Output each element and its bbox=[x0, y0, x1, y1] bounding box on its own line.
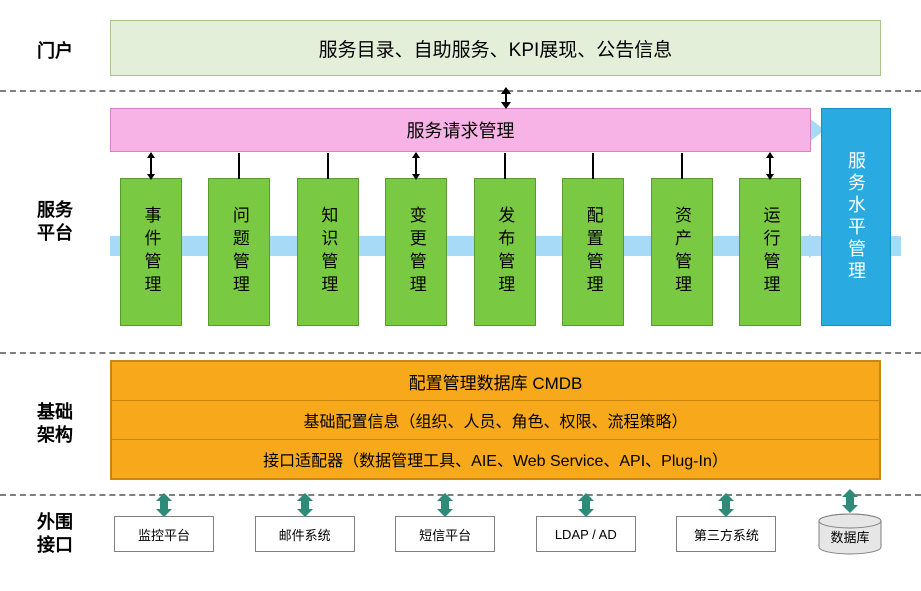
portal-box: 服务目录、自助服务、KPI展现、公告信息 bbox=[110, 20, 881, 76]
external-box-label: 监控平台 bbox=[138, 525, 190, 544]
double-arrow-icon bbox=[769, 153, 771, 179]
connector-line-icon bbox=[681, 153, 683, 179]
external-box-label: 数据库 bbox=[830, 527, 869, 546]
infrastructure-content: 配置管理数据库 CMDB基础配置信息（组织、人员、角色、权限、流程策略）接口适配… bbox=[110, 360, 921, 488]
service-platform-label-text: 服务 平台 bbox=[37, 199, 73, 246]
connector-line-icon bbox=[327, 153, 329, 179]
module-label: 事件管理 bbox=[139, 206, 164, 298]
connector-line-icon bbox=[504, 153, 506, 179]
teal-double-arrow-icon bbox=[440, 493, 450, 517]
service-request-bar: 服务请求管理 bbox=[110, 108, 811, 152]
infra-line: 接口适配器（数据管理工具、AIE、Web Service、API、Plug-In… bbox=[112, 439, 879, 478]
external-box-label: 邮件系统 bbox=[279, 525, 331, 544]
module-box: 发布管理 bbox=[474, 178, 536, 326]
infrastructure-label-text: 基础 架构 bbox=[37, 401, 73, 448]
module-box: 事件管理 bbox=[120, 178, 182, 326]
module-label: 变更管理 bbox=[404, 206, 429, 298]
external-box: 短信平台 bbox=[395, 516, 495, 552]
service-platform-row: 服务 平台 服务请求管理 服务水平管理 事件管理 问题管理 知识管理 变更管理 发布管理… bbox=[0, 98, 921, 346]
module-label: 运行管理 bbox=[757, 206, 782, 298]
portal-content: 服务目录、自助服务、KPI展现、公告信息 bbox=[110, 20, 921, 84]
module-label: 知识管理 bbox=[315, 206, 340, 298]
modules-wrap: 服务请求管理 服务水平管理 事件管理 问题管理 知识管理 变更管理 发布管理 配置管理 资产… bbox=[110, 98, 901, 346]
double-arrow-icon bbox=[150, 153, 152, 179]
connector-line-icon bbox=[238, 153, 240, 179]
module-box: 资产管理 bbox=[651, 178, 713, 326]
infrastructure-row: 基础 架构 配置管理数据库 CMDB基础配置信息（组织、人员、角色、权限、流程策… bbox=[0, 360, 921, 488]
external-box: LDAP / AD bbox=[536, 516, 636, 552]
infrastructure-label: 基础 架构 bbox=[0, 360, 110, 488]
infra-line: 配置管理数据库 CMDB bbox=[112, 362, 879, 400]
module-box: 运行管理 bbox=[739, 178, 801, 326]
service-platform-content: 服务请求管理 服务水平管理 事件管理 问题管理 知识管理 变更管理 发布管理 配置管理 资产… bbox=[110, 98, 921, 346]
module-box: 知识管理 bbox=[297, 178, 359, 326]
separator-3 bbox=[0, 494, 921, 496]
module-label: 资产管理 bbox=[669, 206, 694, 298]
external-content: 监控平台 邮件系统 短信平台 LDAP / AD 第三方系统 数据库 bbox=[110, 502, 921, 566]
module-label: 配置管理 bbox=[581, 206, 606, 298]
external-box-label: 短信平台 bbox=[419, 525, 471, 544]
teal-double-arrow-icon bbox=[721, 493, 731, 517]
portal-to-request-arrow-icon bbox=[505, 88, 507, 108]
external-box: 第三方系统 bbox=[676, 516, 776, 552]
service-request-text: 服务请求管理 bbox=[407, 117, 515, 143]
teal-double-arrow-icon bbox=[300, 493, 310, 517]
separator-2 bbox=[0, 352, 921, 354]
portal-row: 门户 服务目录、自助服务、KPI展现、公告信息 bbox=[0, 20, 921, 84]
module-box: 变更管理 bbox=[385, 178, 447, 326]
module-label: 发布管理 bbox=[492, 206, 517, 298]
double-arrow-icon bbox=[415, 153, 417, 179]
portal-text: 服务目录、自助服务、KPI展现、公告信息 bbox=[319, 35, 673, 62]
portal-label-text: 门户 bbox=[37, 40, 73, 63]
teal-double-arrow-icon bbox=[845, 489, 855, 513]
external-label: 外围 接口 bbox=[0, 502, 110, 566]
external-box: 监控平台 bbox=[114, 516, 214, 552]
teal-double-arrow-icon bbox=[581, 493, 591, 517]
sla-text: 服务水平管理 bbox=[843, 151, 869, 283]
external-box: 邮件系统 bbox=[255, 516, 355, 552]
sla-box: 服务水平管理 bbox=[821, 108, 891, 326]
external-label-text: 外围 接口 bbox=[37, 511, 73, 558]
external-boxes-container: 监控平台 邮件系统 短信平台 LDAP / AD 第三方系统 数据库 bbox=[110, 502, 901, 566]
infra-box: 配置管理数据库 CMDB基础配置信息（组织、人员、角色、权限、流程策略）接口适配… bbox=[110, 360, 881, 480]
separator-1 bbox=[0, 90, 921, 92]
portal-label: 门户 bbox=[0, 20, 110, 84]
external-box-label: 第三方系统 bbox=[694, 525, 759, 544]
connector-line-icon bbox=[592, 153, 594, 179]
module-box: 问题管理 bbox=[208, 178, 270, 326]
external-cylinder: 数据库 bbox=[817, 513, 883, 555]
teal-double-arrow-icon bbox=[159, 493, 169, 517]
module-label: 问题管理 bbox=[227, 206, 252, 298]
service-platform-label: 服务 平台 bbox=[0, 98, 110, 346]
external-row: 外围 接口 监控平台 邮件系统 短信平台 LDAP / AD 第三方系统 数据库 bbox=[0, 502, 921, 566]
external-box-label: LDAP / AD bbox=[555, 527, 617, 542]
modules-container: 事件管理 问题管理 知识管理 变更管理 发布管理 配置管理 资产管理 运行管理 bbox=[120, 178, 801, 326]
module-box: 配置管理 bbox=[562, 178, 624, 326]
infra-line: 基础配置信息（组织、人员、角色、权限、流程策略） bbox=[112, 400, 879, 439]
